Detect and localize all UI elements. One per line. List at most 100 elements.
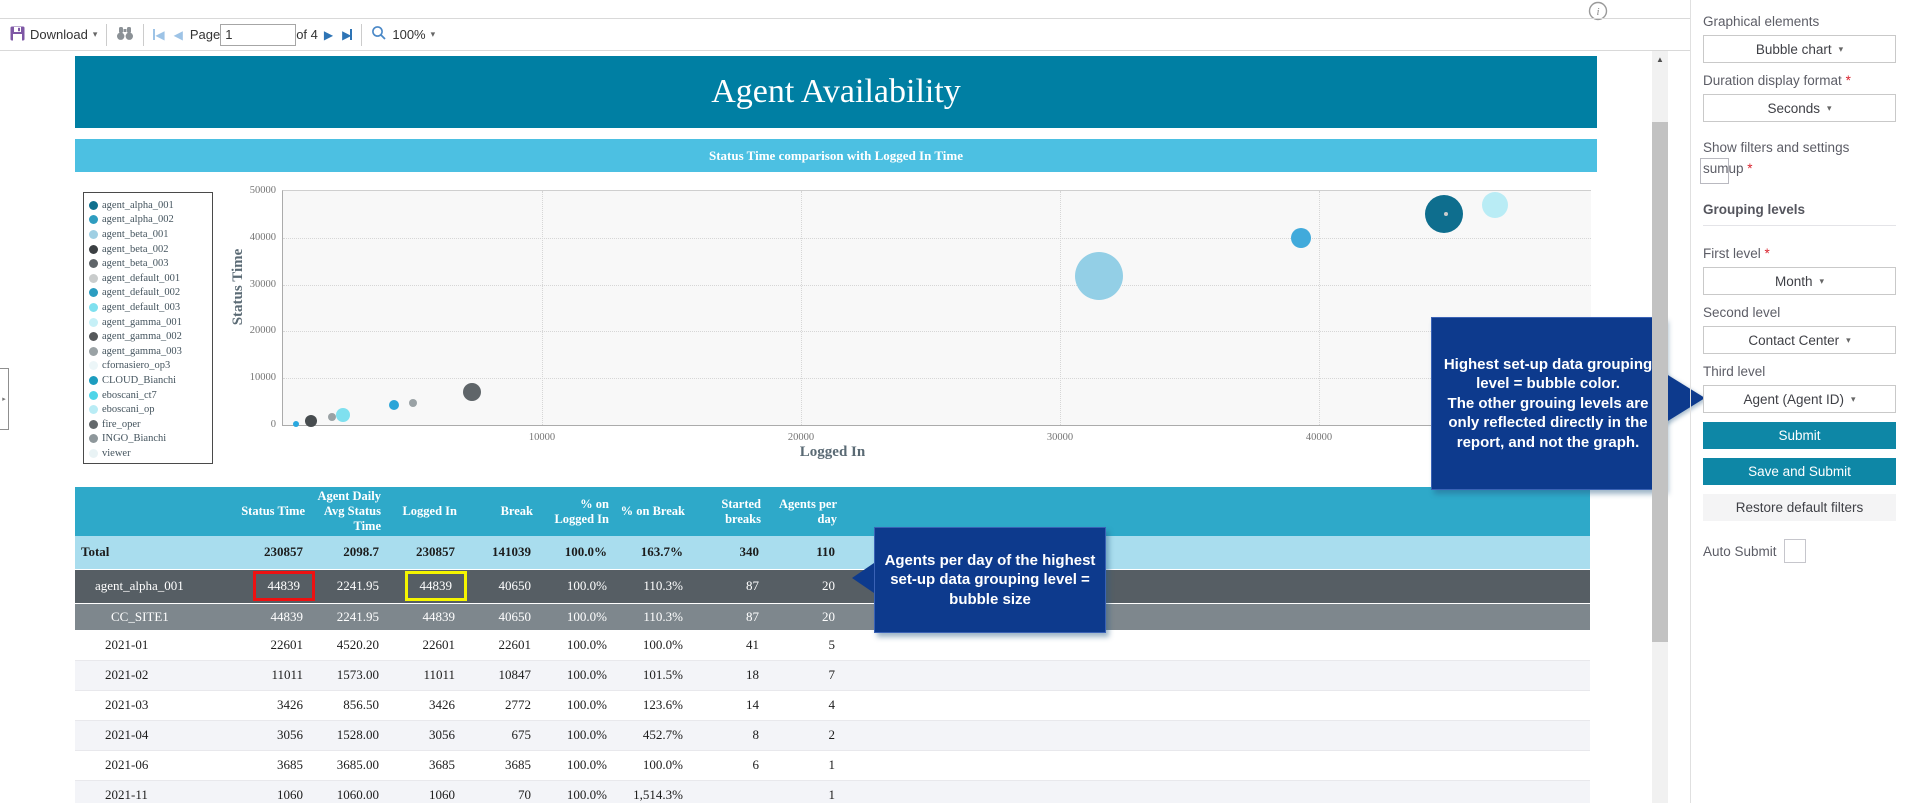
info-icon[interactable]: i <box>1588 1 1608 26</box>
cell: 3685 <box>429 757 455 772</box>
cell: 2098.7 <box>343 544 379 560</box>
duration-format-value: Seconds <box>1767 100 1820 116</box>
legend-color-swatch <box>89 405 98 415</box>
chevron-down-icon: ▾ <box>1819 275 1825 286</box>
panel-collapse-handle[interactable]: ▸ <box>0 368 9 430</box>
row-filler <box>845 750 1590 780</box>
chevron-down-icon: ▾ <box>1851 393 1856 404</box>
first-level-select[interactable]: Month ▾ <box>1703 267 1896 295</box>
cell: 10847 <box>498 667 532 682</box>
legend-color-swatch <box>89 229 98 239</box>
column-header <box>75 487 235 536</box>
page-total-label: of 4 <box>296 27 318 42</box>
graphical-elements-select[interactable]: Bubble chart ▾ <box>1703 35 1896 63</box>
legend-label: agent_default_001 <box>102 272 181 284</box>
scrollbar-thumb[interactable] <box>1652 122 1668 642</box>
cell: 1060 <box>429 787 455 802</box>
x-axis-title: Logged In <box>799 444 866 460</box>
cell: 856.50 <box>343 697 379 712</box>
bubble-color-callout-line: The other grouing levels are only reflec… <box>1447 394 1649 451</box>
bubble-color-callout-line: Highest set-up data grouping level = bub… <box>1443 355 1653 393</box>
cell: 87 <box>746 608 759 624</box>
restore-default-filters-button[interactable]: Restore default filters <box>1703 494 1896 521</box>
next-page-button[interactable]: ▶ <box>323 27 333 42</box>
table-body: Total 230857 2098.7 230857 141039 100.0% 163.7… <box>75 536 1590 803</box>
submit-button[interactable]: Submit <box>1703 422 1896 449</box>
previous-page-button[interactable]: ◀ <box>173 27 183 42</box>
cell: 163.7% <box>640 544 683 560</box>
legend-item: agent_beta_003 <box>89 256 212 271</box>
row-label: 2021-01 <box>105 637 149 652</box>
show-filters-sumup-row: sumup * <box>1700 158 1896 184</box>
x-tick-label: 40000 <box>1305 432 1333 443</box>
svg-text:i: i <box>1596 6 1599 18</box>
legend-color-swatch <box>89 375 98 385</box>
cell: 1 <box>828 787 836 802</box>
legend-color-swatch <box>89 317 98 327</box>
chevron-down-icon: ▾ <box>1838 43 1844 54</box>
last-page-button[interactable]: ▶ <box>342 27 353 42</box>
cell: 452.7% <box>642 727 683 742</box>
cell: 100.0% <box>566 608 607 624</box>
third-level-select[interactable]: Agent (Agent ID) ▾ <box>1703 385 1896 413</box>
magnifier-icon <box>371 25 387 44</box>
row-filler <box>845 780 1590 803</box>
cell: 20 <box>822 578 835 593</box>
cell: 3685 <box>277 757 303 772</box>
required-marker: * <box>1764 246 1770 261</box>
row-label: CC_SITE1 <box>111 608 169 624</box>
vertical-scrollbar[interactable]: ▲ <box>1652 51 1668 803</box>
legend-item: agent_default_002 <box>89 286 212 301</box>
legend-color-swatch <box>89 448 98 458</box>
callout-arrow-right-icon <box>1663 372 1705 424</box>
callout-arrow-left-icon <box>852 563 874 593</box>
cell: 340 <box>739 544 760 560</box>
download-button[interactable]: Download ▾ <box>10 26 97 44</box>
red-highlight-box: 44839 <box>252 571 315 601</box>
zoom-level-label: 100% <box>392 27 426 42</box>
column-header: Started breaks <box>693 487 769 536</box>
legend-label: agent_gamma_001 <box>102 316 182 328</box>
legend-label: agent_beta_002 <box>102 243 169 255</box>
cell: 100.0% <box>642 757 683 772</box>
y-gridline <box>283 378 1591 380</box>
chart-bubble <box>328 412 337 421</box>
legend-color-swatch <box>89 259 98 269</box>
cell: 70 <box>518 787 531 802</box>
second-level-label: Second level <box>1703 305 1781 320</box>
legend-color-swatch <box>89 390 98 400</box>
cell: 110.3% <box>643 608 683 624</box>
zoom-control[interactable]: 100% ▾ <box>371 25 435 44</box>
column-header: % on Logged In <box>541 487 617 536</box>
cell: 3426 <box>277 697 303 712</box>
row-label: agent_alpha_001 <box>95 578 184 593</box>
auto-submit-checkbox[interactable] <box>1783 539 1806 563</box>
legend-item: fire_oper <box>89 417 212 432</box>
legend-item: agent_alpha_001 <box>89 198 212 213</box>
scroll-up-icon[interactable]: ▲ <box>1656 55 1664 64</box>
duration-format-select[interactable]: Seconds ▾ <box>1703 94 1896 122</box>
cell: 1573.00 <box>336 667 379 682</box>
cell: 1060.00 <box>336 787 379 802</box>
x-tick-label: 30000 <box>1046 432 1074 443</box>
legend-item: eboscani_ct7 <box>89 388 212 403</box>
duration-format-label-text: Duration display format <box>1703 73 1842 88</box>
settings-sidebar: Graphical elements Bubble chart ▾ Duratio… <box>1690 0 1908 803</box>
save-and-submit-button[interactable]: Save and Submit <box>1703 458 1896 485</box>
x-gridline <box>1060 191 1062 425</box>
table-row-2021-06: 2021-06 3685 3685.00 3685 3685 100.0% 100.0% 6 1 <box>75 750 1590 780</box>
auto-submit-label: Auto Submit <box>1703 543 1777 559</box>
cell: 675 <box>511 727 532 742</box>
first-page-button[interactable]: ◀ <box>153 27 165 42</box>
chart-legend: agent_alpha_001 agent_alpha_002 agent_beta… <box>83 192 213 464</box>
search-button[interactable] <box>116 26 134 44</box>
column-header: Agents per day <box>769 487 845 536</box>
page-number-input[interactable] <box>220 23 297 46</box>
legend-item: cfornasiero_op3 <box>89 359 212 374</box>
second-level-select[interactable]: Contact Center ▾ <box>1703 326 1896 354</box>
row-label: Total <box>81 544 110 560</box>
bubble-size-callout-text: Agents per day of the highest set-up dat… <box>884 551 1096 608</box>
sumup-checkbox[interactable] <box>1700 158 1729 184</box>
legend-color-swatch <box>89 244 98 254</box>
